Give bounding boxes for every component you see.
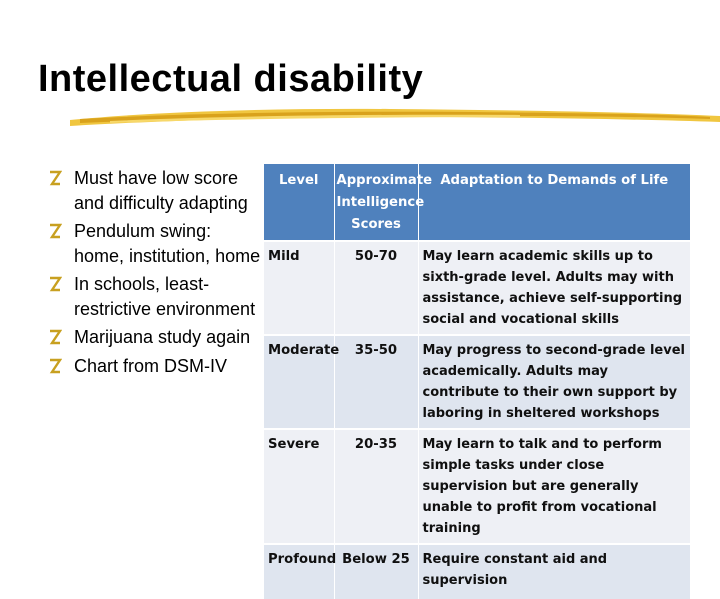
bullet-item: Pendulum swing: home, institution, home: [48, 219, 263, 268]
level-cell: Severe: [264, 428, 335, 544]
level-cell: Mild: [264, 240, 335, 335]
table-row: Moderate 35-50 May progress to second-gr…: [264, 334, 690, 429]
bullet-item: Marijuana study again: [48, 325, 263, 350]
bullet-item: In schools, least-restrictive environmen…: [48, 272, 263, 321]
z-bullet-icon: [49, 329, 62, 345]
bullet-text: Must have low score and difficulty adapt…: [74, 168, 248, 213]
adaptation-cell: May learn to talk and to perform simple …: [418, 428, 690, 544]
bullet-item: Must have low score and difficulty adapt…: [48, 166, 263, 215]
score-cell: 35-50: [334, 334, 419, 429]
bullet-text: Chart from DSM-IV: [74, 355, 228, 376]
z-bullet-icon: [49, 223, 62, 239]
score-cell: Below 25: [334, 543, 419, 599]
bullet-item: Chart from DSM-IV: [48, 354, 263, 379]
adaptation-cell: Require constant aid and supervision: [418, 543, 690, 599]
z-bullet-icon: [49, 358, 62, 373]
table-row: Severe 20-35 May learn to talk and to pe…: [264, 428, 690, 544]
header-adaptation: Adaptation to Demands of Life: [418, 164, 690, 241]
bullet-text: Marijuana study again: [74, 327, 251, 347]
adaptation-cell: May learn academic skills up to sixth-gr…: [418, 240, 690, 335]
dsm-chart-table: Level Approximate Intelligence Scores Ad…: [264, 164, 690, 599]
adaptation-cell: May progress to second-grade level acade…: [418, 334, 690, 429]
slide-title: Intellectual disability: [38, 58, 424, 100]
bullet-text: Pendulum swing: home, institution, home: [74, 221, 261, 266]
title-underline-brush: [70, 108, 720, 126]
table-row: Profound Below 25 Require constant aid a…: [264, 543, 690, 599]
z-bullet-icon: [49, 276, 62, 292]
z-bullet-icon: [49, 170, 62, 186]
level-cell: Moderate: [264, 334, 339, 429]
bullet-text: In schools, least-restrictive environmen…: [74, 274, 256, 319]
header-scores: Approximate Intelligence Scores: [334, 164, 432, 241]
score-cell: 50-70: [334, 240, 419, 335]
header-level: Level: [264, 164, 335, 241]
score-cell: 20-35: [334, 428, 419, 544]
bullet-list: Must have low score and difficulty adapt…: [48, 166, 263, 382]
intellectual-disability-table: Level Approximate Intelligence Scores Ad…: [264, 164, 690, 599]
level-cell: Profound: [264, 543, 336, 599]
table-row: Mild 50-70 May learn academic skills up …: [264, 240, 690, 335]
